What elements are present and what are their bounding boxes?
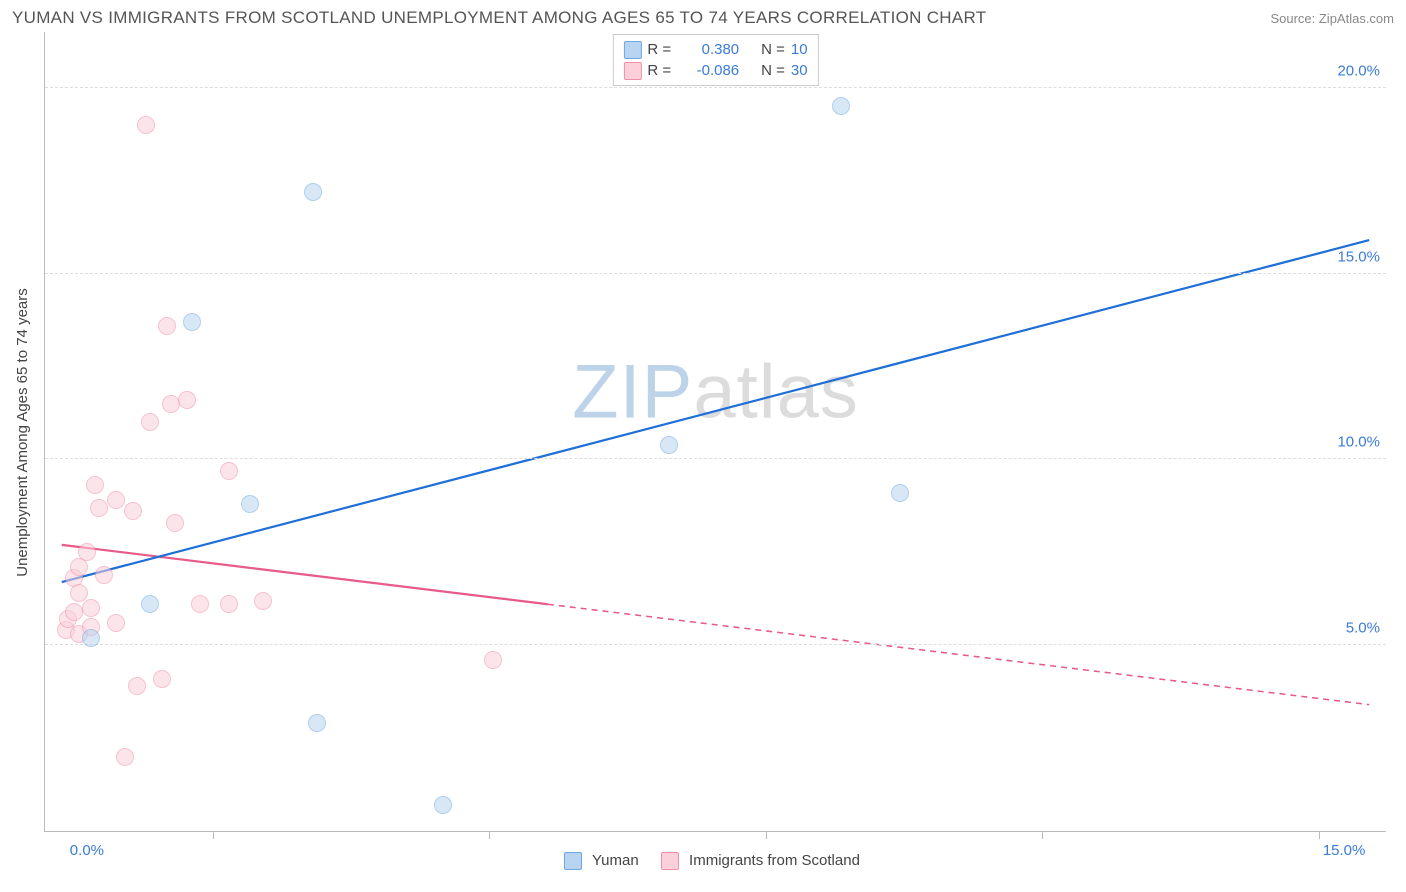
x-tick [213, 831, 214, 839]
gridline [45, 273, 1386, 274]
data-point [891, 484, 909, 502]
n-value-pink: 30 [791, 60, 808, 81]
data-point [183, 313, 201, 331]
data-point [82, 629, 100, 647]
legend-label-blue: Yuman [592, 852, 639, 869]
trend-lines [45, 32, 1386, 831]
swatch-pink [623, 62, 641, 80]
data-point [137, 116, 155, 134]
swatch-blue [623, 41, 641, 59]
data-point [107, 491, 125, 509]
y-tick-label: 10.0% [1337, 434, 1380, 451]
gridline [45, 644, 1386, 645]
correlation-legend: R = 0.380 N = 10 R = -0.086 N = 30 [612, 34, 818, 86]
data-point [90, 499, 108, 517]
swatch-pink [661, 852, 679, 870]
data-point [241, 495, 259, 513]
series-legend: Yuman Immigrants from Scotland [12, 852, 1394, 870]
data-point [220, 462, 238, 480]
gridline [45, 458, 1386, 459]
chart-title: YUMAN VS IMMIGRANTS FROM SCOTLAND UNEMPL… [12, 8, 986, 28]
data-point [158, 317, 176, 335]
data-point [107, 614, 125, 632]
y-axis-label: Unemployment Among Ages 65 to 74 years [14, 288, 31, 577]
data-point [65, 603, 83, 621]
data-point [166, 514, 184, 532]
r-value-pink: -0.086 [677, 60, 739, 81]
data-point [220, 595, 238, 613]
chart-area: Unemployment Among Ages 65 to 74 years Z… [12, 32, 1394, 872]
gridline [45, 87, 1386, 88]
legend-label-pink: Immigrants from Scotland [689, 852, 860, 869]
data-point [832, 97, 850, 115]
data-point [116, 748, 134, 766]
n-value-blue: 10 [791, 39, 808, 60]
data-point [70, 584, 88, 602]
y-tick-label: 15.0% [1337, 248, 1380, 265]
data-point [153, 670, 171, 688]
data-point [484, 651, 502, 669]
data-point [128, 677, 146, 695]
source-attribution: Source: ZipAtlas.com [1270, 11, 1394, 26]
plot-region: ZIPatlas R = 0.380 N = 10 R = -0.086 N =… [44, 32, 1386, 832]
x-tick [1319, 831, 1320, 839]
x-tick [766, 831, 767, 839]
data-point [141, 595, 159, 613]
data-point [308, 714, 326, 732]
data-point [191, 595, 209, 613]
r-value-blue: 0.380 [677, 39, 739, 60]
data-point [178, 391, 196, 409]
data-point [86, 476, 104, 494]
x-tick [1042, 831, 1043, 839]
swatch-blue [564, 852, 582, 870]
x-tick [489, 831, 490, 839]
data-point [304, 183, 322, 201]
data-point [434, 796, 452, 814]
data-point [660, 436, 678, 454]
y-tick-label: 20.0% [1337, 62, 1380, 79]
data-point [78, 543, 96, 561]
data-point [95, 566, 113, 584]
data-point [254, 592, 272, 610]
legend-row-pink: R = -0.086 N = 30 [623, 60, 807, 81]
legend-row-blue: R = 0.380 N = 10 [623, 39, 807, 60]
data-point [141, 413, 159, 431]
data-point [82, 599, 100, 617]
data-point [124, 502, 142, 520]
y-tick-label: 5.0% [1346, 620, 1380, 637]
data-point [162, 395, 180, 413]
